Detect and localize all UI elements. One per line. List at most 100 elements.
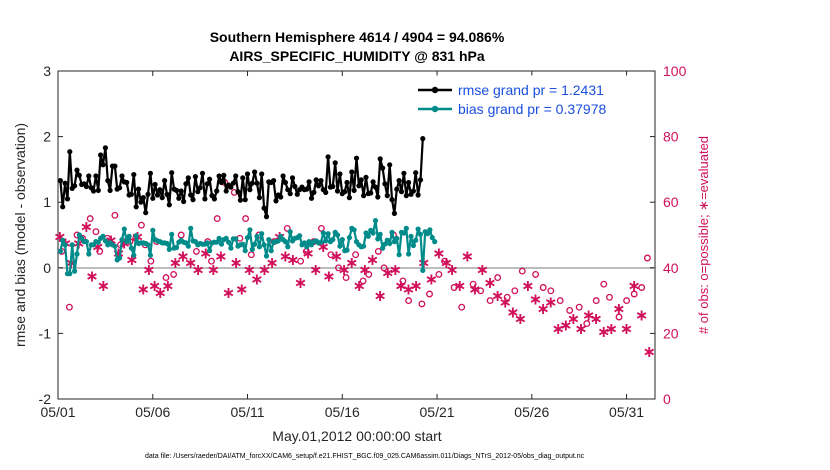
obs-possible-marker [96,247,104,255]
rmse-point [119,173,125,179]
rmse-point [247,187,253,193]
rmse-point [102,145,108,151]
rmse-point [316,183,322,189]
rmse-point [278,194,284,200]
bias-point [95,239,101,245]
x-axis-label: May.01,2012 00:00:00 start [272,428,442,444]
rmse-point [306,179,312,185]
obs-possible-marker [65,303,73,311]
rmse-point [178,188,184,194]
bias-point [380,245,386,251]
rmse-point [271,178,277,184]
bias-point [242,248,248,254]
rmse-point [330,183,336,190]
obs-possible-marker [575,303,583,311]
rmse-point [372,184,379,190]
obs-evaluated-marker: ∗ [643,342,656,361]
bias-point [282,239,288,245]
obs-possible-marker [365,270,373,278]
bias-point [396,252,402,258]
rmse-point [323,189,329,195]
bias-point [128,245,134,251]
y-right-tick-label: 20 [663,325,679,341]
obs-evaluated-marker: ∗ [468,280,481,299]
obs-possible-marker [539,284,547,291]
bias-point [320,230,326,236]
rmse-point [98,152,104,158]
obs-evaluated-marker: ∗ [597,322,610,341]
bias-point [406,251,412,257]
bias-point [204,240,210,246]
obs-evaluated-marker: ∗ [506,302,519,321]
plot-frame [57,70,656,400]
bias-point [240,241,246,247]
rmse-point [358,177,364,183]
bias-point [301,240,307,246]
bias-point [334,232,341,238]
obs-evaluated-marker: ∗ [85,266,98,285]
rmse-point [240,175,246,181]
obs-evaluated-marker: ∗ [552,319,565,338]
obs-evaluated-marker: ∗ [309,260,322,279]
obs-possible-marker [208,257,215,265]
obs-evaluated-marker: ∗ [394,276,407,295]
rmse-point [150,195,156,201]
rmse-point [242,197,248,203]
rmse-point [157,187,163,193]
obs-possible-marker [458,303,466,311]
bias-point [102,238,108,244]
obs-possible-marker [92,228,100,236]
rmse-point [90,188,97,194]
bias-point [365,233,371,239]
obs-possible-marker [147,257,155,265]
bias-point [304,244,310,250]
bias-point [112,243,118,249]
obs-evaluated-marker: ∗ [521,276,534,295]
rmse-point [223,188,229,194]
rmse-point [244,171,251,177]
obs-possible-marker [242,215,250,223]
obs-evaluated-marker: ∗ [381,263,394,282]
rmse-point [230,180,236,186]
obs-possible-marker [435,270,443,278]
obs-evaluated-marker: ∗ [161,276,174,295]
rmse-point [349,169,355,175]
bias-point [67,271,73,277]
obs-evaluated-marker: ∗ [425,270,438,289]
rmse-point [396,178,402,184]
rmse-point [401,170,407,176]
rmse-point [375,194,381,200]
bias-point [86,251,92,257]
legend: rmse grand pr = 1.2431 bias grand pr = 0… [412,75,652,123]
obs-evaluated-marker: ∗ [184,253,197,272]
rmse-point [363,174,369,180]
bias-point [247,227,253,233]
rmse-point [263,214,270,220]
bias-series [57,218,438,277]
obs-evaluated-marker: ∗ [191,260,204,279]
rmse-point [152,181,158,188]
rmse-point [166,202,172,208]
bias-point [119,237,125,243]
bias-point [150,227,156,233]
rmse-point [344,179,350,186]
bias-point [121,226,127,232]
rmse-point [214,188,220,194]
rmse-point [107,187,113,193]
bias-point [216,235,222,241]
bias-point [188,225,194,231]
obs-possible-marker [374,247,382,255]
obs-possible-marker [441,257,449,265]
bias-point [325,231,331,237]
rmse-point [143,210,149,216]
rmse-point [415,192,421,198]
y-tick-label: 1 [43,194,51,210]
y-axis-right-label: # of obs: o=possible; ∗=evaluated [696,136,711,334]
obs-evaluated-marker: ∗ [330,247,343,266]
obs-evaluated-marker: ∗ [620,319,633,338]
rmse-point [273,198,279,204]
rmse-point [353,155,360,161]
obs-evaluated-marker: ∗ [207,260,220,279]
rmse-point [417,177,424,183]
bias-point [244,235,251,241]
